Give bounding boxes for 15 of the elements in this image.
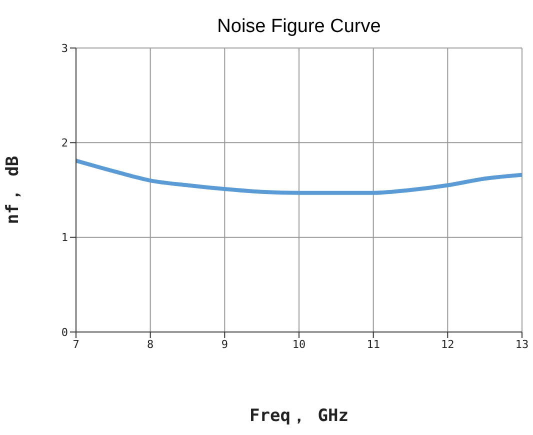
line-series [76, 158, 522, 195]
x-tick-label: 7 [72, 338, 80, 351]
x-tick-label: 9 [221, 338, 228, 351]
x-tick-label: 13 [515, 338, 529, 351]
y-tick-label: 3 [61, 42, 68, 55]
x-tick-label: 12 [441, 338, 454, 351]
x-axis-title: Freq， GHz [250, 406, 348, 426]
chart-title: Noise Figure Curve [216, 16, 382, 38]
y-tick-label: 2 [61, 136, 68, 150]
x-tick-label: 11 [366, 338, 380, 351]
y-axis-title: nf， dB [3, 156, 24, 224]
y-tick-label: 1 [61, 231, 68, 244]
y-tick-label: 0 [61, 326, 68, 339]
x-tick-label: 8 [147, 338, 154, 351]
x-tick-label: 10 [292, 338, 306, 351]
